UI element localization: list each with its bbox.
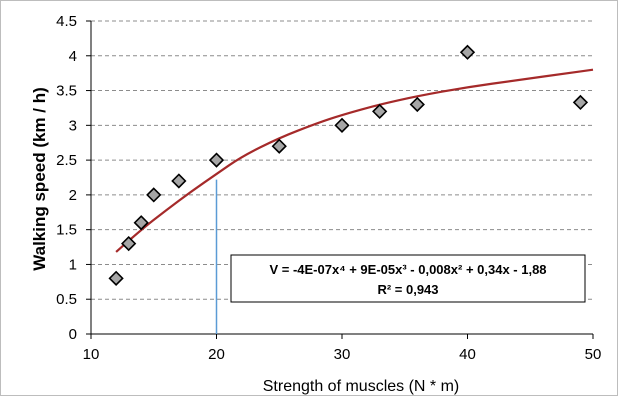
data-point <box>459 44 476 60</box>
y-tick-label: 1.5 <box>56 222 77 239</box>
x-tick-label: 30 <box>334 346 351 363</box>
y-tick-label: 3 <box>69 117 77 134</box>
data-point <box>372 103 388 120</box>
y-tick-label: 2.5 <box>56 152 77 169</box>
y-tick-label: 2 <box>69 187 77 204</box>
x-axis-title: Strength of muscles (N * m) <box>263 378 460 395</box>
axes <box>86 20 594 339</box>
y-tick-labels: 0 0.5 1 1.5 2 2.5 3 3.5 4 4.5 <box>56 13 77 343</box>
trendline-group <box>115 68 594 253</box>
y-tick-label: 1 <box>69 256 77 273</box>
x-tick-label: 10 <box>83 346 100 363</box>
data-point <box>171 173 187 189</box>
y-tick-label: 4 <box>69 48 77 65</box>
data-point <box>133 215 149 231</box>
data-point <box>572 94 589 111</box>
data-point <box>208 152 225 168</box>
x-tick-label: 50 <box>585 346 602 363</box>
data-points <box>108 44 589 286</box>
data-point <box>271 138 287 154</box>
trendline-equation: V = -4E-07x⁴ + 9E-05x³ - 0,008x² + 0,34x… <box>269 262 546 277</box>
data-point <box>334 117 350 133</box>
x-tick-label: 40 <box>459 346 476 363</box>
y-tick-label: 0 <box>69 326 77 343</box>
y-tick-label: 3.5 <box>56 83 77 100</box>
data-point <box>108 270 124 286</box>
equation-box: V = -4E-07x⁴ + 9E-05x³ - 0,008x² + 0,34x… <box>230 254 586 303</box>
x-tick-labels: 10 20 30 40 50 <box>83 346 602 363</box>
data-point <box>146 187 162 203</box>
y-axis-title: Walking speed (km / h) <box>30 87 49 271</box>
data-point <box>409 96 425 113</box>
trendline <box>115 68 594 253</box>
y-tick-label: 4.5 <box>56 13 77 30</box>
x-tick-label: 20 <box>208 346 225 363</box>
y-tick-label: 0.5 <box>56 291 77 308</box>
data-point <box>121 235 137 252</box>
r-squared-label: R² = 0,943 <box>377 282 438 297</box>
